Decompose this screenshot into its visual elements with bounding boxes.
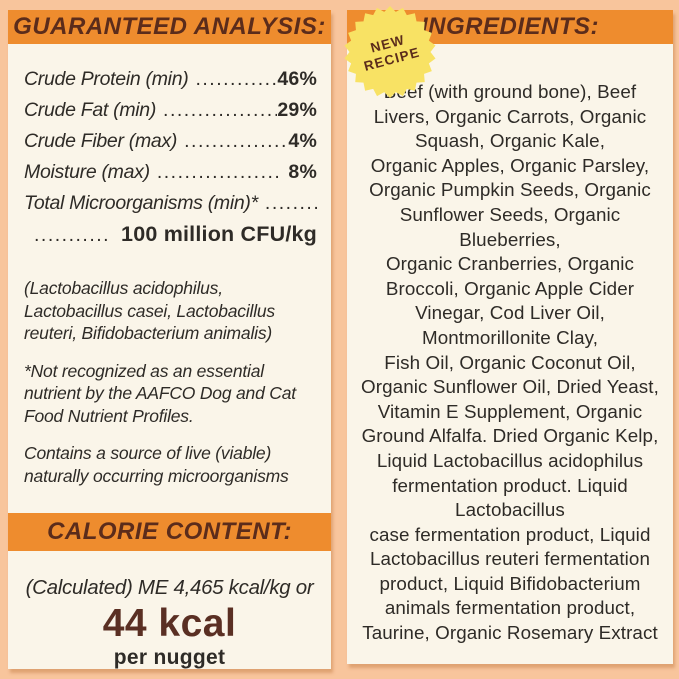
calorie-calculated-line: (Calculated) ME 4,465 kcal/kg or [25,576,314,599]
ingredients-panel: INGREDIENTS: Beef (with ground bone), Be… [347,10,673,664]
dot-leader: .................. [156,161,282,183]
row-label: Total Microorganisms (min)* [24,192,258,214]
dot-leader: .............. [34,224,111,246]
dot-leader: ............. [195,68,278,90]
analysis-rows: Crude Protein (min) ............. 46% Cr… [8,44,331,251]
analysis-row-fat: Crude Fat (min) .................. 29% [24,95,317,126]
row-value: 4% [288,130,317,152]
analysis-notes: (Lactobacillus acidophilus, Lactobacillu… [8,277,331,487]
row-value: 29% [277,99,317,121]
new-recipe-badge: NEW RECIPE [344,6,436,98]
analysis-row-protein: Crude Protein (min) ............. 46% [24,64,317,95]
row-value: 8% [288,161,317,183]
calorie-content-header: CALORIE CONTENT: [8,513,331,551]
analysis-row-moisture: Moisture (max) .................. 8% [24,157,317,188]
viable-microorganisms-note: Contains a source of live (viable) natur… [24,443,289,486]
guaranteed-analysis-header: GUARANTEED ANALYSIS: [8,10,331,44]
row-label: Moisture (max) [24,161,150,183]
row-value: 46% [277,68,317,90]
calorie-unit: per nugget [113,646,226,669]
analysis-row-cfu: .............. 100 million CFU/kg [24,219,317,251]
dot-leader: .................. [163,99,278,121]
row-label: Crude Protein (min) [24,68,189,90]
microorganism-species-note: (Lactobacillus acidophilus, Lactobacillu… [24,278,275,343]
starburst-icon [344,6,436,98]
row-label: Crude Fiber (max) [24,130,178,152]
analysis-row-microorganisms: Total Microorganisms (min)* .......... [24,188,317,219]
calorie-value: 44 kcal [102,602,237,645]
row-label: Crude Fat (min) [24,99,157,121]
cfu-value: 100 million CFU/kg [121,222,317,246]
guaranteed-analysis-panel: GUARANTEED ANALYSIS: Crude Protein (min)… [8,10,331,669]
analysis-row-fiber: Crude Fiber (max) ................ 4% [24,126,317,157]
aafco-note: *Not recognized as an essential nutrient… [24,360,296,426]
ingredients-list: Beef (with ground bone), Beef Livers, Or… [361,81,659,644]
dot-leader: ................ [184,130,289,152]
dot-leader: .......... [264,192,317,214]
